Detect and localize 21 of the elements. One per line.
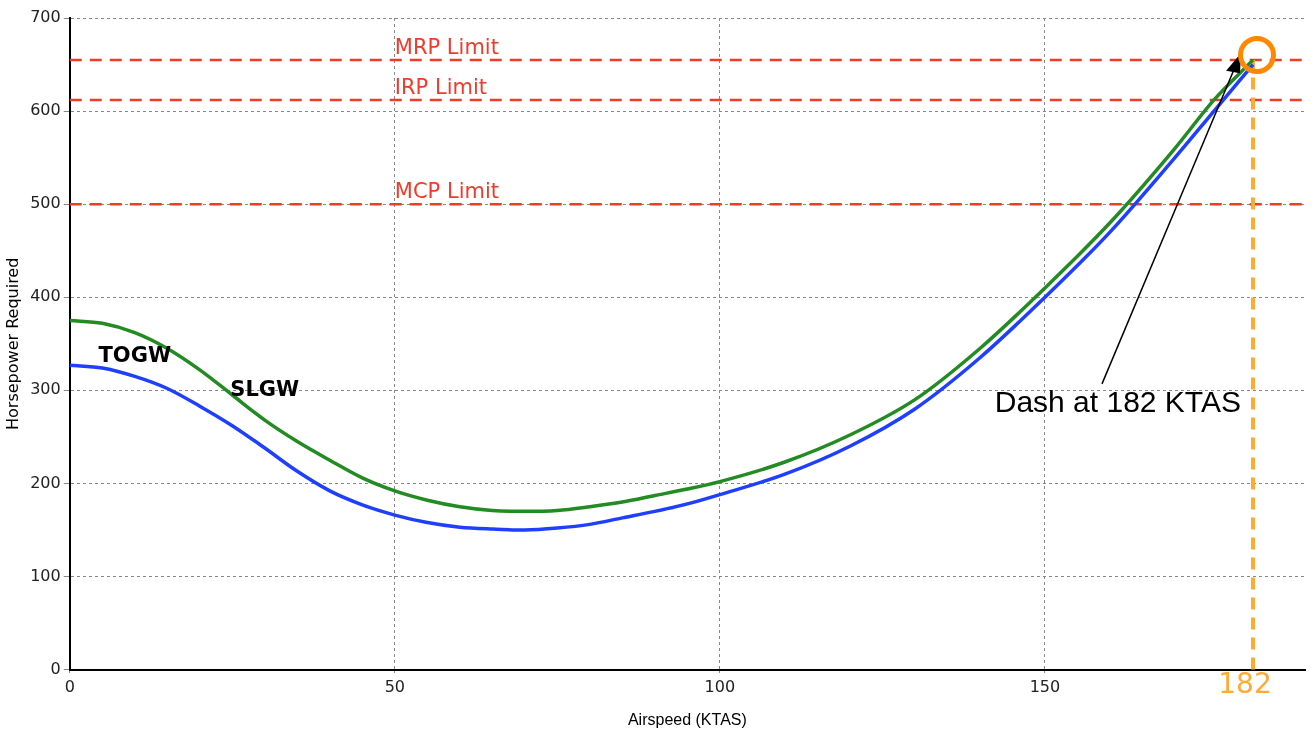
ref-line-label: 182 <box>1218 666 1272 700</box>
y-tick-label: 300 <box>30 379 61 399</box>
y-tick-label: 600 <box>30 100 61 120</box>
y-tick-label: 100 <box>30 565 61 585</box>
y-tick-label: 700 <box>30 7 61 27</box>
series-label: TOGW <box>98 342 172 367</box>
annotation: Dash at 182 KTAS <box>994 385 1241 419</box>
ref-line-label: MRP Limit <box>394 34 499 59</box>
y-tick-label: 200 <box>30 472 61 492</box>
ref-line-label: MCP Limit <box>394 179 499 204</box>
x-tick-label: 0 <box>64 677 75 697</box>
x-tick-label: 50 <box>384 677 405 697</box>
ref-line-label: IRP Limit <box>394 74 487 99</box>
x-tick-label: 150 <box>1029 677 1061 697</box>
series-label: SLGW <box>230 376 300 401</box>
y-axis-title: Horsepower Required <box>2 257 22 430</box>
x-tick-label: 100 <box>704 677 736 697</box>
y-tick-label: 500 <box>30 193 61 213</box>
y-tick-label: 0 <box>50 658 61 678</box>
x-axis-title: Airspeed (KTAS) <box>627 710 747 728</box>
y-tick-label: 400 <box>30 286 61 306</box>
